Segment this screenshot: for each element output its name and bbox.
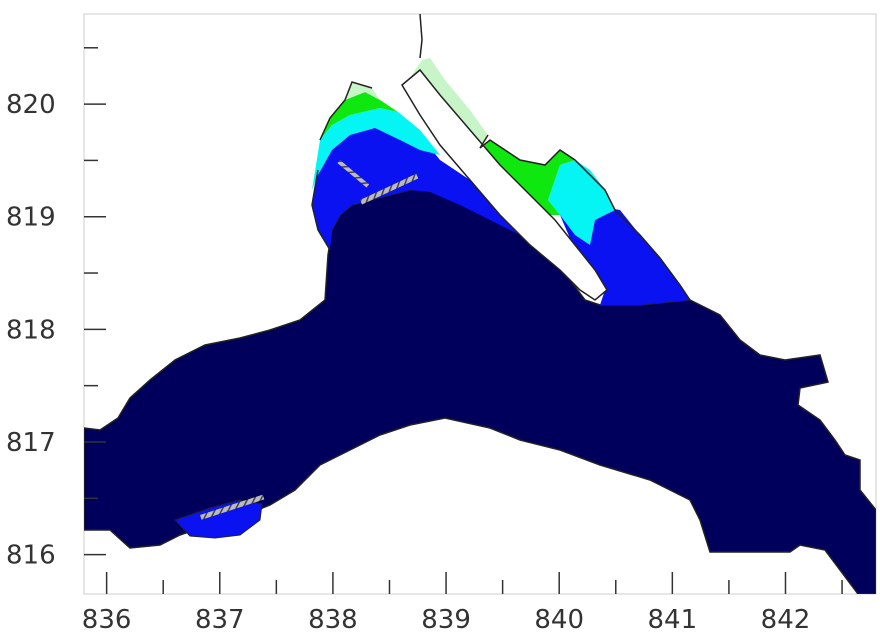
- breakwater-2: [337, 160, 370, 188]
- y-tick-label: 816: [6, 541, 56, 571]
- x-tick-label: 839: [421, 605, 471, 635]
- pier-landmass: [401, 68, 608, 301]
- coastline-northeast: [419, 14, 691, 301]
- x-tick-label: 840: [534, 605, 584, 635]
- x-tick-label: 838: [308, 605, 358, 635]
- y-tick-label: 817: [6, 428, 56, 458]
- cyan-zone-northeast: [548, 160, 615, 245]
- breakwater-3: [200, 494, 265, 520]
- y-tick-label: 819: [6, 203, 56, 233]
- pale-zone-north: [345, 82, 380, 100]
- coastline-north: [311, 81, 373, 251]
- water-body: [84, 14, 876, 594]
- x-axis: 836 837 838 839 840 841 842: [82, 572, 843, 635]
- green-zone-north: [320, 92, 398, 140]
- y-tick-label: 820: [6, 90, 56, 120]
- breakwater-1: [360, 173, 419, 205]
- x-tick-label: 837: [195, 605, 245, 635]
- x-tick-label: 842: [761, 605, 811, 635]
- y-tick-label: 818: [6, 315, 56, 345]
- x-tick-label: 841: [648, 605, 698, 635]
- cyan-zone-north: [312, 108, 440, 190]
- y-axis: 816 817 818 819 820: [6, 47, 106, 571]
- x-tick-label: 836: [82, 605, 132, 635]
- mid-blue-zone-north: [312, 118, 530, 250]
- shallow-pocket-southwest: [174, 499, 263, 539]
